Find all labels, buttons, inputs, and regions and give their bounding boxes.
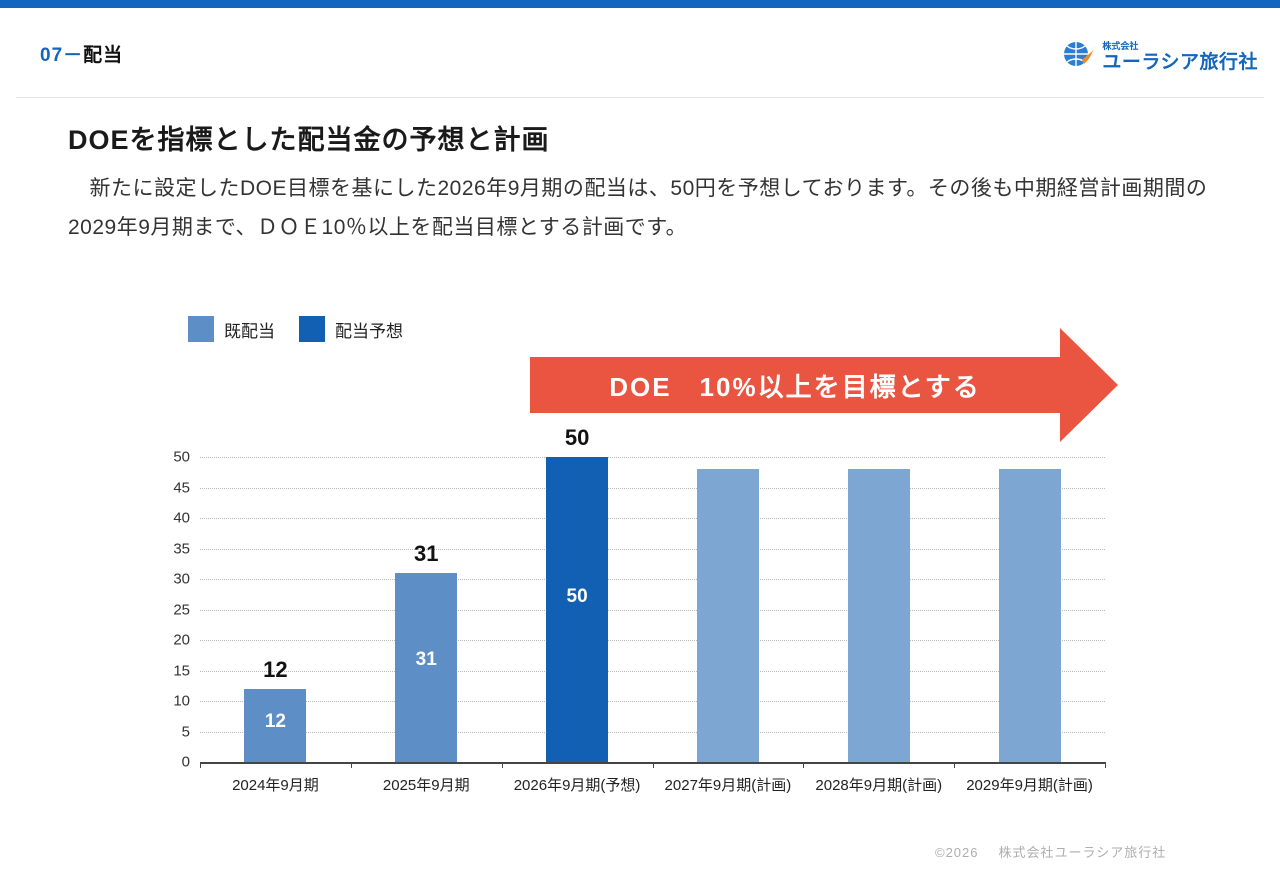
gridline [200, 548, 1105, 550]
x-axis-tick [652, 762, 654, 768]
slide-title: DOEを指標とした配当金の予想と計画 [68, 125, 550, 155]
doe-target-banner-arrowhead [1060, 328, 1118, 442]
gridline [200, 670, 1105, 672]
gridline [200, 640, 1105, 641]
bar: 12 [244, 688, 307, 762]
doe-target-banner: DOE 10%以上を目標とする [530, 357, 1060, 413]
header-divider [16, 97, 1264, 98]
x-axis-tick [954, 762, 956, 768]
x-axis-tick [803, 762, 805, 768]
bar [847, 469, 910, 762]
x-axis-category-label: 2025年9月期 [382, 777, 470, 794]
y-axis-tick-label: 0 [181, 753, 190, 771]
legend-label-paid: 既配当 [224, 321, 275, 341]
bar: 50 [546, 457, 609, 762]
bar [998, 469, 1061, 762]
gridline [200, 731, 1105, 733]
section-label: 07－配当 [40, 40, 123, 67]
gridline [200, 579, 1105, 580]
x-axis-category-label: 2026年9月期(予想) [513, 777, 641, 794]
y-axis-tick-label: 15 [173, 662, 190, 679]
x-axis-category-label: 2027年9月期(計画) [664, 777, 792, 794]
legend-swatch-forecast [299, 316, 325, 342]
bar-inside-label: 31 [415, 648, 437, 670]
top-accent-bar [0, 0, 1280, 8]
x-axis-category-label: 2024年9月期 [232, 777, 319, 794]
bar-inside-label: 50 [566, 586, 588, 608]
y-axis-tick-label: 45 [173, 479, 190, 496]
company-logo-prefix: 株式会社 [1102, 40, 1139, 51]
bar: 31 [395, 572, 458, 762]
x-axis-tick [1105, 762, 1106, 768]
section-number: 07 [40, 45, 64, 66]
x-axis-tick [200, 762, 201, 768]
bar-value-label: 50 [564, 425, 590, 450]
slide-body-text: 新たに設定したDOE目標を基にした2026年9月期の配当は、50円を予想しており… [68, 177, 1208, 239]
y-axis-tick-label: 40 [173, 509, 190, 527]
y-axis-tick-label: 30 [173, 570, 190, 588]
footer: ©2026 株式会社ユーラシア旅行社 [935, 842, 1166, 861]
company-logo-icon [1062, 40, 1096, 73]
gridline [200, 518, 1105, 519]
footer-copyright: ©2026 [935, 845, 979, 860]
legend-label-forecast: 配当予想 [335, 321, 403, 341]
y-axis-tick-label: 50 [173, 448, 190, 466]
section-title: 配当 [83, 45, 124, 66]
company-logo-name: ユーラシア旅行社 [1102, 51, 1258, 73]
x-axis-category-label: 2029年9月期(計画) [966, 777, 1093, 794]
footer-company: 株式会社ユーラシア旅行社 [998, 845, 1167, 860]
x-axis-category-label: 2028年9月期(計画) [815, 777, 943, 794]
chart-legend: 既配当 配当予想 [188, 316, 403, 342]
gridline [200, 609, 1105, 611]
bar-inside-label: 12 [264, 711, 286, 733]
x-axis-tick [350, 762, 352, 768]
gridline [200, 457, 1105, 458]
y-axis-tick-label: 5 [181, 723, 190, 740]
section-separator: － [63, 45, 84, 66]
y-axis-tick-label: 10 [173, 692, 190, 710]
y-axis-tick-label: 25 [173, 601, 190, 618]
gridline [200, 487, 1105, 489]
chart-plot-area: 0 5 10 15 20 25 30 35 40 45 50 12 12 2024年9月期 31 31 2025… [173, 425, 1106, 794]
bar-value-label: 31 [414, 540, 439, 566]
bar-value-label: 12 [263, 656, 288, 682]
doe-target-banner-text: DOE 10%以上を目標とする [609, 371, 981, 402]
x-axis-tick [501, 762, 503, 768]
y-axis-tick-label: 35 [173, 540, 190, 557]
gridline [200, 701, 1105, 702]
y-axis-tick-label: 20 [173, 631, 190, 649]
company-logo-text: 株式会社 ユーラシア旅行社 [1102, 40, 1258, 73]
legend-swatch-paid [188, 316, 214, 342]
company-logo: 株式会社 ユーラシア旅行社 [1062, 40, 1258, 73]
bar [696, 469, 759, 762]
